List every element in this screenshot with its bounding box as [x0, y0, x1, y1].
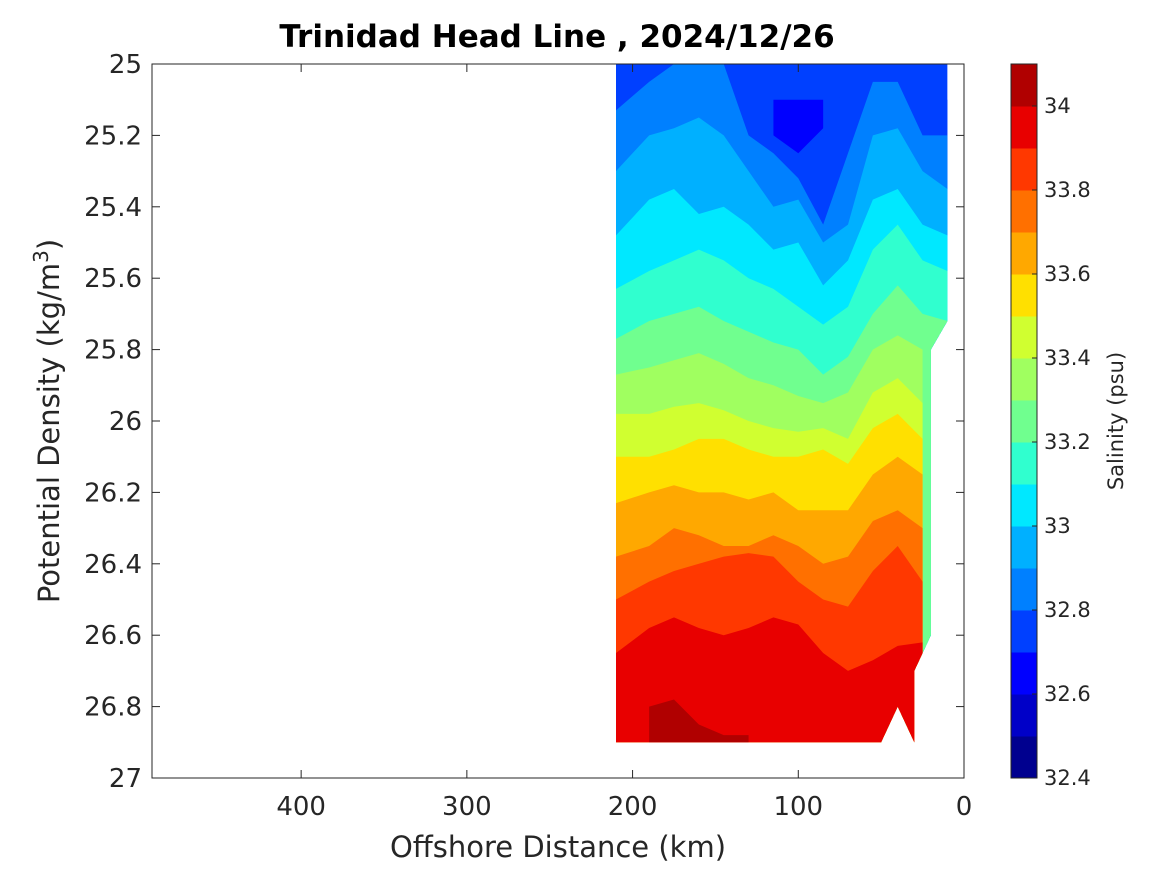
y-tick-label: 26.8	[84, 693, 142, 723]
y-tick-label: 25.4	[84, 193, 142, 223]
colorbar-band	[1011, 484, 1037, 527]
y-tick-label: 25.2	[84, 121, 142, 151]
colorbar-tick-label: 33	[1044, 514, 1071, 538]
y-tick-label: 25	[109, 50, 142, 80]
plot-area: 400 300 200 100 0 25 25.2 25.4 25.6 25.8 26 26.2 26…	[84, 50, 972, 822]
colorbar-band	[1011, 652, 1037, 695]
y-tick-label: 26	[109, 407, 142, 437]
contour-fill-layer	[616, 64, 948, 743]
colorbar-tick-label: 34	[1044, 94, 1071, 118]
colorbar-band	[1011, 526, 1037, 569]
colorbar-ticks: 32.4 32.6 32.8 33 33.2 33.4 33.6 33.8 34	[1032, 94, 1091, 790]
colorbar-band	[1011, 694, 1037, 737]
colorbar-tick-label: 32.8	[1044, 598, 1091, 622]
colorbar-tick-label: 32.6	[1044, 682, 1091, 706]
colorbar: 32.4 32.6 32.8 33 33.2 33.4 33.6 33.8 34	[1010, 63, 1091, 790]
colorbar-tick-label: 33.2	[1044, 430, 1091, 454]
colorbar-band	[1011, 148, 1037, 191]
colorbar-band	[1011, 316, 1037, 359]
x-axis-label: Offshore Distance (km)	[390, 830, 726, 864]
y-tick-label: 26.2	[84, 478, 142, 508]
colorbar-frame	[1010, 63, 1038, 779]
colorbar-label: Salinity (psu)	[1104, 352, 1128, 490]
colorbar-band	[1011, 106, 1037, 149]
colorbar-bands	[1011, 64, 1037, 779]
colorbar-band	[1011, 274, 1037, 317]
contour-band-33-9	[616, 617, 923, 743]
colorbar-band	[1011, 358, 1037, 401]
y-axis-label-main: Potential Density (kg/m	[32, 263, 66, 603]
colorbar-tick-label: 32.4	[1044, 766, 1091, 790]
colorbar-band	[1011, 568, 1037, 611]
y-tick-label: 26.6	[84, 621, 142, 651]
colorbar-tick-label: 33.6	[1044, 262, 1091, 286]
colorbar-tick-label: 33.8	[1044, 178, 1091, 202]
y-tick-label: 27	[109, 764, 142, 794]
x-tick-label: 100	[773, 792, 823, 822]
colorbar-band	[1011, 400, 1037, 443]
x-tick-label: 200	[608, 792, 658, 822]
y-axis-label-close: )	[32, 239, 66, 250]
y-axis: 25 25.2 25.4 25.6 25.8 26 26.2 26.4 26.6 26.8 27	[84, 50, 964, 794]
x-tick-label: 0	[956, 792, 973, 822]
y-tick-label: 26.4	[84, 550, 142, 580]
x-tick-label: 300	[442, 792, 492, 822]
y-tick-label: 25.6	[84, 264, 142, 294]
colorbar-band	[1011, 190, 1037, 233]
x-axis: 400 300 200 100 0	[276, 64, 972, 822]
colorbar-band	[1011, 442, 1037, 485]
y-axis-label: Potential Density (kg/m3)	[29, 239, 66, 603]
x-tick-label: 400	[276, 792, 326, 822]
colorbar-band	[1011, 610, 1037, 653]
contour-band-34	[649, 699, 749, 743]
y-tick-label: 25.8	[84, 336, 142, 366]
colorbar-band	[1011, 736, 1037, 779]
y-axis-label-superscript: 3	[29, 250, 53, 263]
chart-title: Trinidad Head Line , 2024/12/26	[279, 19, 834, 55]
colorbar-band	[1011, 64, 1037, 107]
colorbar-band	[1011, 232, 1037, 275]
colorbar-tick-label: 33.4	[1044, 346, 1091, 370]
